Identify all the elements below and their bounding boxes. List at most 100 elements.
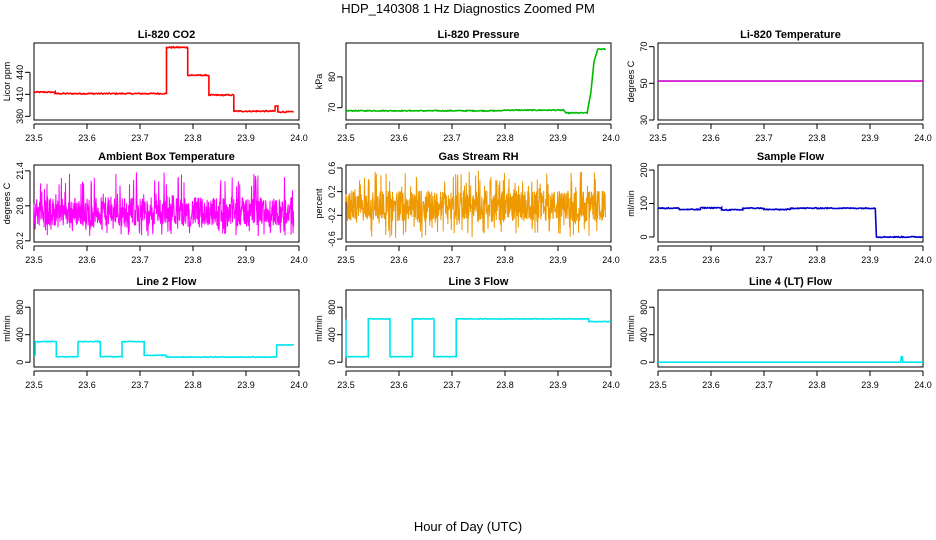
panel-li-820-pressure: Li-820 Pressure kPa 23.5 23.6 23.7 23.8 23.9 24… (314, 29, 620, 143)
figure-title: HDP_140308 1 Hz Diagnostics Zoomed PM (341, 1, 595, 16)
y-axis-label: percent (314, 188, 324, 219)
x-tick-label: 23.6 (390, 133, 408, 143)
x-tick-label: 23.8 (184, 380, 202, 390)
y-tick-label: 380 (15, 109, 25, 124)
x-tick-label: 23.9 (549, 255, 567, 265)
x-tick-label: 23.6 (78, 380, 96, 390)
panel-li-820-temperature: Li-820 Temperature degrees C 23.5 23.6 23.7 2… (626, 29, 932, 143)
x-tick-label: 24.0 (602, 133, 620, 143)
y-tick-label: 30 (639, 115, 649, 125)
y-tick-label: 0.6 (327, 162, 337, 175)
x-tick-label: 24.0 (602, 380, 620, 390)
x-tick-label: 23.7 (443, 133, 461, 143)
x-tick-label: 23.9 (861, 255, 879, 265)
series-line (33, 172, 295, 237)
y-axis-label: ml/min (2, 315, 12, 342)
x-tick-label: 23.6 (702, 133, 720, 143)
x-tick-label: 23.5 (337, 380, 355, 390)
plot-frame (657, 289, 924, 368)
x-tick-label: 23.6 (390, 255, 408, 265)
x-tick-label: 23.8 (808, 380, 826, 390)
x-tick-label: 23.7 (443, 380, 461, 390)
x-tick-label: 23.7 (131, 380, 149, 390)
x-tick-label: 23.8 (184, 133, 202, 143)
y-tick-label: 0.2 (327, 185, 337, 198)
x-tick-label: 23.5 (337, 133, 355, 143)
x-tick-label: 23.7 (755, 133, 773, 143)
plot-frame (657, 164, 924, 243)
series-line (657, 205, 924, 239)
y-tick-label: 0 (639, 234, 649, 239)
y-tick-label: 400 (639, 327, 649, 342)
x-tick-label: 24.0 (914, 255, 932, 265)
x-tick-label: 23.5 (649, 255, 667, 265)
x-tick-label: 23.6 (702, 380, 720, 390)
series-line (34, 340, 295, 359)
x-tick-label: 23.8 (808, 133, 826, 143)
x-tick-label: 23.8 (808, 255, 826, 265)
y-tick-label: 800 (327, 300, 337, 315)
y-axis-label: degrees C (2, 182, 12, 224)
plot-frame (33, 289, 300, 368)
panel-line-2-flow: Line 2 Flow ml/min 23.5 23.6 23.7 23.8 23.9 24.… (2, 276, 308, 390)
x-tick-label: 23.9 (549, 133, 567, 143)
x-tick-label: 23.9 (237, 133, 255, 143)
plot-frame (345, 289, 612, 368)
x-tick-label: 24.0 (602, 255, 620, 265)
y-tick-label: 0 (327, 360, 337, 365)
y-tick-label: 0 (639, 360, 649, 365)
x-tick-label: 23.7 (443, 255, 461, 265)
y-tick-label: 800 (639, 300, 649, 315)
x-tick-label: 23.7 (131, 255, 149, 265)
series-line (658, 355, 923, 363)
panel-title: Li-820 CO2 (138, 29, 195, 41)
x-tick-label: 23.9 (237, 380, 255, 390)
plot-frame (345, 164, 612, 243)
x-tick-label: 23.5 (25, 380, 43, 390)
x-tick-label: 24.0 (914, 380, 932, 390)
y-tick-label: 20.2 (15, 232, 25, 250)
series-line (33, 45, 294, 114)
y-tick-label: 410 (15, 87, 25, 102)
y-tick-label: 70 (327, 103, 337, 113)
panel-title: Sample Flow (757, 151, 825, 163)
y-axis-label: ml/min (626, 190, 636, 217)
x-tick-label: 23.9 (549, 380, 567, 390)
x-tick-label: 23.9 (237, 255, 255, 265)
x-tick-label: 24.0 (290, 133, 308, 143)
y-axis-label: kPa (314, 74, 324, 90)
x-tick-label: 23.6 (78, 133, 96, 143)
x-tick-label: 23.5 (25, 133, 43, 143)
series-line (345, 47, 607, 115)
x-tick-label: 24.0 (290, 255, 308, 265)
y-tick-label: 0 (15, 360, 25, 365)
y-axis-label: ml/min (626, 315, 636, 342)
y-axis-label: degrees C (626, 60, 636, 102)
y-tick-label: 100 (639, 196, 649, 211)
panel-title: Line 4 (LT) Flow (749, 276, 832, 288)
y-tick-label: 400 (15, 327, 25, 342)
plot-frame (33, 42, 300, 121)
x-tick-label: 23.9 (861, 380, 879, 390)
y-tick-label: 80 (327, 72, 337, 82)
y-axis-label: ml/min (314, 315, 324, 342)
x-tick-label: 23.8 (496, 380, 514, 390)
panel-ambient-box-temperature: Ambient Box Temperature degrees C 23.5 23.6… (2, 151, 308, 265)
x-tick-label: 23.5 (25, 255, 43, 265)
x-tick-label: 23.6 (702, 255, 720, 265)
x-tick-label: 23.6 (78, 255, 96, 265)
y-tick-label: 440 (15, 65, 25, 80)
y-tick-label: 200 (639, 163, 649, 178)
figure-xlabel: Hour of Day (UTC) (414, 519, 522, 534)
y-tick-label: 70 (639, 42, 649, 52)
panel-sample-flow: Sample Flow ml/min 23.5 23.6 23.7 23.8 23.9 24.… (626, 151, 932, 265)
series-line (345, 170, 607, 238)
plot-frame (33, 164, 300, 243)
x-tick-label: 23.6 (390, 380, 408, 390)
panel-title: Line 3 Flow (449, 276, 509, 288)
y-tick-label: 20.8 (15, 197, 25, 215)
panel-title: Line 2 Flow (137, 276, 197, 288)
x-tick-label: 23.7 (755, 255, 773, 265)
panel-title: Li-820 Temperature (740, 29, 841, 41)
